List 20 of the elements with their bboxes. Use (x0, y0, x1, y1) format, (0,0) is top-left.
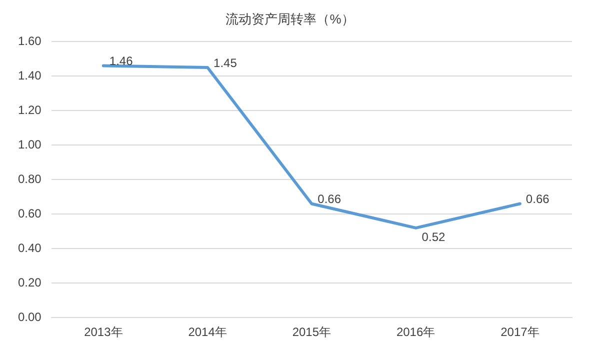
data-label: 1.45 (214, 56, 238, 70)
chart-title: 流动资产周转率（%） (226, 11, 354, 26)
y-tick-label: 1.60 (18, 34, 42, 48)
data-label: 0.52 (422, 230, 446, 244)
y-tick-label: 0.20 (18, 275, 42, 290)
x-tick-label: 2014年 (188, 325, 227, 340)
y-tick-label: 0.60 (18, 206, 42, 220)
x-tick-label: 2013年 (84, 325, 123, 340)
y-tick-label: 0.40 (18, 240, 42, 255)
data-label: 0.66 (526, 192, 550, 206)
data-label: 1.46 (109, 54, 134, 68)
x-tick-label: 2015年 (292, 325, 332, 340)
y-tick-label: 1.40 (18, 68, 42, 82)
x-tick-label: 2016年 (396, 325, 436, 340)
y-tick-label: 1.00 (18, 137, 42, 152)
x-tick-label: 2017年 (500, 325, 540, 340)
y-tick-label: 0.00 (18, 310, 42, 324)
y-tick-label: 1.20 (18, 102, 42, 117)
y-tick-label: 0.80 (18, 172, 42, 186)
data-label: 0.66 (318, 192, 342, 206)
